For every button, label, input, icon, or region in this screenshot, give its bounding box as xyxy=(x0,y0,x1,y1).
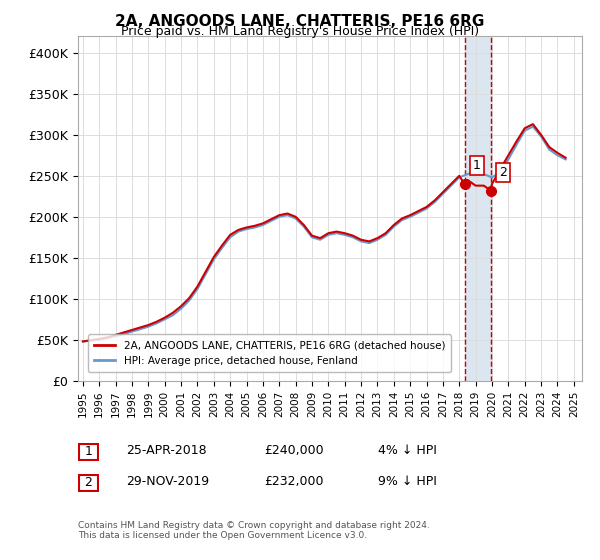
Text: 25-APR-2018: 25-APR-2018 xyxy=(126,444,206,458)
Text: 2: 2 xyxy=(499,166,507,179)
FancyBboxPatch shape xyxy=(79,444,98,460)
Text: Contains HM Land Registry data © Crown copyright and database right 2024.
This d: Contains HM Land Registry data © Crown c… xyxy=(78,521,430,540)
Legend: 2A, ANGOODS LANE, CHATTERIS, PE16 6RG (detached house), HPI: Average price, deta: 2A, ANGOODS LANE, CHATTERIS, PE16 6RG (d… xyxy=(88,334,451,372)
Text: Price paid vs. HM Land Registry's House Price Index (HPI): Price paid vs. HM Land Registry's House … xyxy=(121,25,479,38)
FancyBboxPatch shape xyxy=(79,475,98,491)
Text: 29-NOV-2019: 29-NOV-2019 xyxy=(126,475,209,488)
Text: 1: 1 xyxy=(473,159,481,172)
Text: 1: 1 xyxy=(85,445,92,459)
Text: 4% ↓ HPI: 4% ↓ HPI xyxy=(378,444,437,458)
Text: 2A, ANGOODS LANE, CHATTERIS, PE16 6RG: 2A, ANGOODS LANE, CHATTERIS, PE16 6RG xyxy=(115,14,485,29)
Text: £232,000: £232,000 xyxy=(264,475,323,488)
Text: 9% ↓ HPI: 9% ↓ HPI xyxy=(378,475,437,488)
Text: £240,000: £240,000 xyxy=(264,444,323,458)
Bar xyxy=(464,36,491,381)
Text: 2: 2 xyxy=(85,476,92,489)
